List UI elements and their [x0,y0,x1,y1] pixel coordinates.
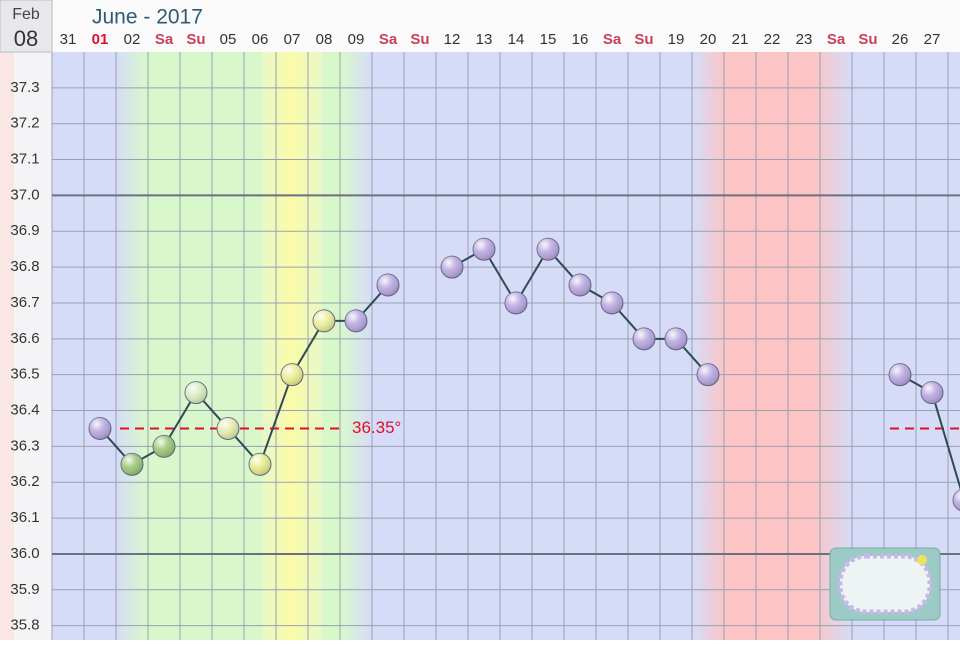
point-shine [217,417,239,439]
x-tick-label: 06 [252,31,269,48]
point-shine [185,382,207,404]
y-tick-label: 37.1 [10,151,39,168]
point-shine [377,274,399,296]
x-tick-label: Su [186,31,205,48]
x-tick-label: 08 [316,31,333,48]
date-day: 08 [14,26,38,51]
x-tick-label: 23 [796,31,813,48]
y-tick-label: 36.0 [10,545,39,562]
x-tick-label: 05 [220,31,237,48]
cycle-thumbnail[interactable] [830,548,940,620]
x-tick-label: 16 [572,31,589,48]
chart-title: June - 2017 [92,6,203,29]
ovulation-band [262,52,322,640]
point-shine [665,328,687,350]
point-shine [313,310,335,332]
y-tick-label: 36.1 [10,509,39,526]
y-tick-label: 36.6 [10,330,39,347]
y-tick-label: 35.9 [10,581,39,598]
x-tick-label: Sa [827,31,846,48]
point-shine [633,328,655,350]
y-tick-label: 36.8 [10,258,39,275]
x-tick-label: Su [410,31,429,48]
y-tick-label: 37.0 [10,186,39,203]
x-tick-label: Su [858,31,877,48]
y-tick-label: 37.3 [10,79,39,96]
period-band [694,52,852,640]
point-shine [89,417,111,439]
y-tick-label: 35.8 [10,617,39,634]
point-shine [153,435,175,457]
x-tick-label: 21 [732,31,749,48]
x-tick-label: Sa [603,31,622,48]
point-shine [505,292,527,314]
x-tick-label: 01 [92,31,109,48]
point-shine [921,382,943,404]
y-tick-label: 36.3 [10,437,39,454]
x-tick-label: 20 [700,31,717,48]
point-shine [889,364,911,386]
date-month: Feb [12,6,40,23]
y-tick-label: 36.2 [10,473,39,490]
point-shine [537,238,559,260]
point-shine [345,310,367,332]
point-shine [281,364,303,386]
point-shine [249,453,271,475]
x-tick-label: 15 [540,31,557,48]
point-shine [441,256,463,278]
x-tick-label: 12 [444,31,461,48]
x-tick-label: Sa [379,31,398,48]
point-shine [473,238,495,260]
x-tick-label: 07 [284,31,301,48]
point-shine [569,274,591,296]
point-shine [697,364,719,386]
x-tick-label: 27 [924,31,941,48]
coverline-label: 36.35° [352,418,401,437]
x-tick-label: 31 [60,31,77,48]
x-tick-label: 14 [508,31,525,48]
y-tick-label: 36.5 [10,366,39,383]
thumbnail-dot [917,555,927,565]
point-shine [121,453,143,475]
x-tick-label: 19 [668,31,685,48]
y-tick-label: 36.7 [10,294,39,311]
x-tick-label: Su [634,31,653,48]
x-tick-label: Sa [155,31,174,48]
point-shine [601,292,623,314]
x-tick-label: 09 [348,31,365,48]
x-tick-label: 22 [764,31,781,48]
y-tick-label: 37.2 [10,115,39,132]
x-tick-label: 26 [892,31,909,48]
y-tick-label: 36.9 [10,222,39,239]
y-tick-label: 36.4 [10,402,39,419]
x-tick-label: 13 [476,31,493,48]
x-tick-label: 02 [124,31,141,48]
thumbnail-ring [840,556,930,612]
